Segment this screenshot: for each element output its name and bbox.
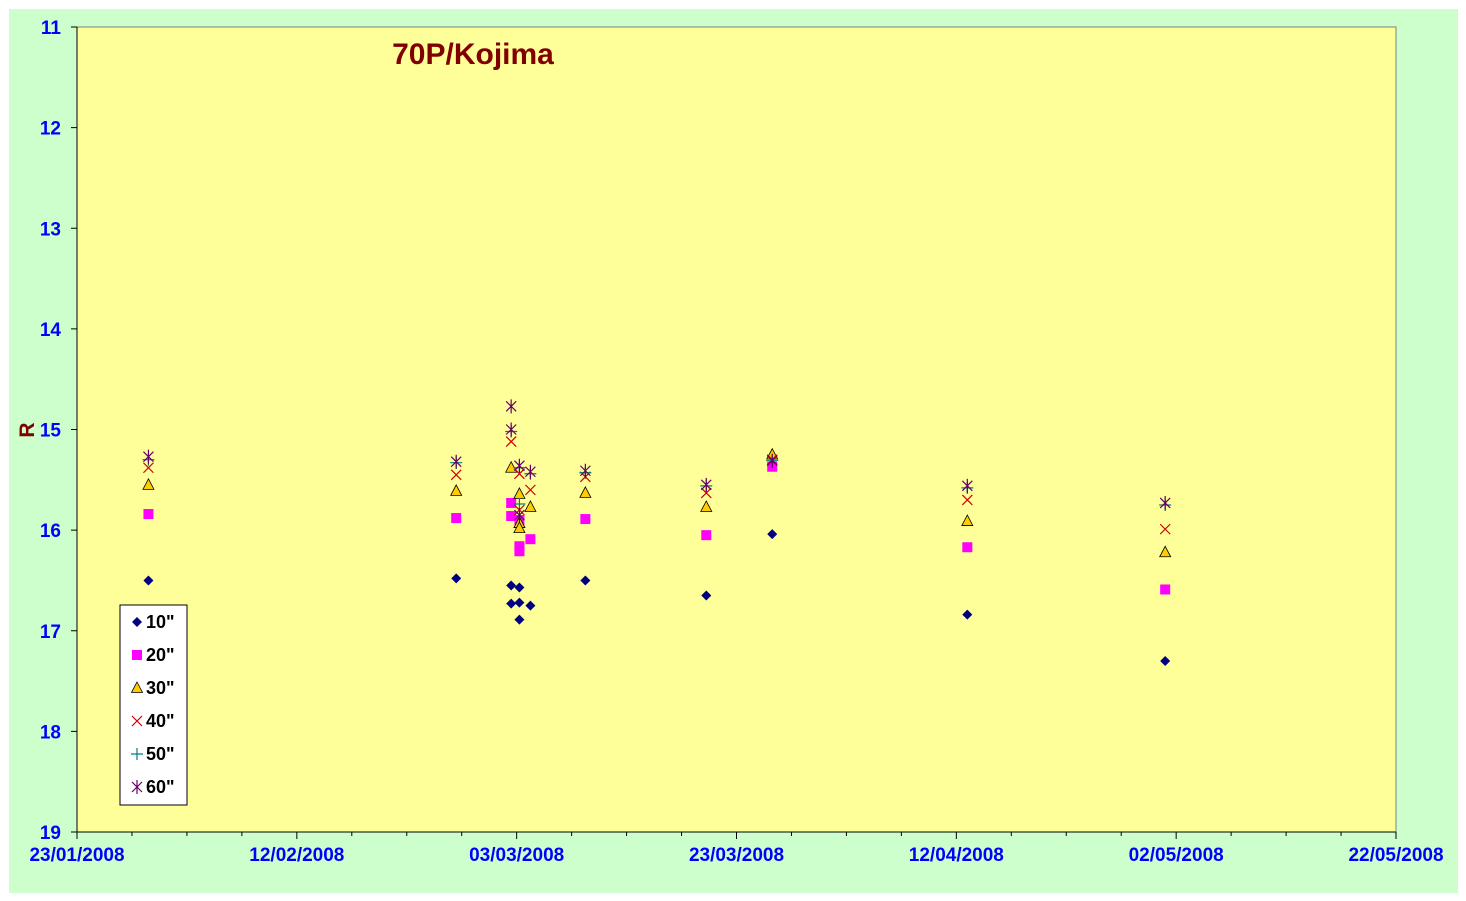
data-point [524,464,536,479]
data-point [579,463,591,478]
axes [71,26,1397,839]
data-point [1160,655,1171,666]
data-point [513,458,525,473]
x-tick-label: 03/03/2008 [469,845,564,866]
data-point [505,436,517,447]
data-point [1159,545,1172,558]
data-point [766,453,778,468]
y-tick-label: 17 [40,622,61,643]
data-point [514,614,525,625]
x-tick-label: 23/03/2008 [689,845,784,866]
y-tick-label: 19 [40,823,61,844]
y-tick-label: 12 [40,119,61,140]
y-tick-labels: 11 12 13 14 15 16 17 18 19 [40,18,62,844]
data-point [514,597,525,608]
x-tick-label: 22/05/2008 [1348,845,1443,866]
data-point [506,580,517,591]
series-3 [142,447,1172,558]
x-tick-label: 12/02/2008 [249,845,344,866]
data-point [450,454,462,469]
data-point [513,521,526,534]
data-point [514,546,525,557]
data-point [1159,495,1171,510]
data-point [701,530,712,541]
legend-marker [130,681,144,693]
data-point [142,477,155,490]
legend-marker [131,780,143,794]
data-point [961,478,973,493]
data-point [524,500,537,512]
y-axis-label: R [16,422,39,437]
data-point [513,508,525,523]
y-tick-label: 14 [40,320,62,341]
x-tick-label: 02/05/2008 [1129,845,1224,866]
y-tick-label: 15 [40,421,62,442]
series-1 [143,529,1171,666]
data-point [525,600,536,611]
data-point [506,497,517,508]
y-tick-label: 13 [40,219,61,240]
plot-area [76,26,1397,833]
data-point [513,468,525,480]
data-point [961,514,974,526]
data-point [506,511,517,522]
data-point [143,575,154,586]
data-point [701,590,712,601]
data-point [451,513,462,524]
data-point [450,469,462,481]
data-point [450,484,463,496]
data-point [700,500,713,512]
chart-title: 70P/Kojima [392,38,554,71]
legend-marker [131,748,143,760]
legend-box [119,604,188,806]
legend-label: 30" [146,678,175,698]
data-point [505,422,517,437]
x-tick-label: 23/01/2008 [29,845,124,866]
y-tick-label: 16 [40,521,61,542]
x-tick-label: 12/04/2008 [909,845,1004,866]
x-tick-labels: 23/01/2008 12/02/2008 03/03/2008 23/03/2008… [29,845,1443,866]
data-point [767,529,778,540]
data-point [513,497,526,510]
legend-label: 50" [146,744,175,764]
y-tick-label: 18 [40,722,61,743]
data-point [962,609,973,620]
data-point [514,541,525,552]
data-point [961,494,973,506]
data-point [451,573,462,584]
data-point [580,575,591,586]
legend-marker [132,650,142,660]
data-point [962,542,973,553]
series-6 [143,399,1171,523]
data-point [580,514,591,525]
legend-label: 40" [146,711,175,731]
data-point [1160,584,1171,595]
data-point [143,462,154,474]
data-point [506,598,517,609]
legend-label: 20" [146,645,175,665]
data-point [525,534,536,545]
y-tick-label: 11 [41,18,62,39]
data-point [143,509,154,520]
data-point [700,477,712,492]
data-point [1159,523,1171,535]
legend-marker [131,715,143,727]
legend-label: 10" [146,612,175,632]
legend: 10" 20" 30" 40" 50" 60" [119,604,188,806]
data-marks [142,399,1172,666]
legend-label: 60" [146,777,175,797]
data-point [579,486,592,498]
legend-marker [132,617,142,627]
data-point [143,449,154,464]
data-point [700,487,712,499]
data-point [514,582,525,593]
data-point [505,460,518,473]
data-point [524,484,536,496]
data-point [505,399,517,414]
